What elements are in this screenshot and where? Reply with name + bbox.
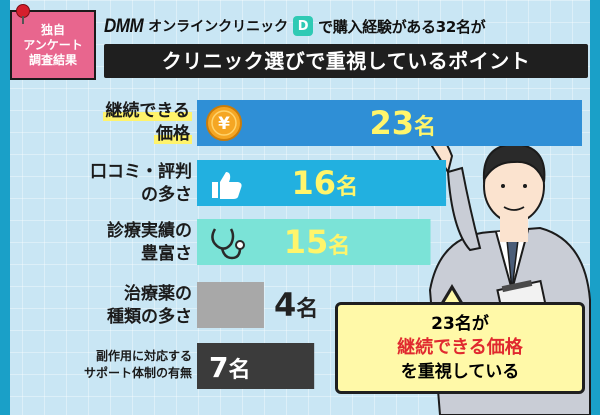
right-stripe [590,0,600,415]
row-label-line: 価格 [154,124,192,144]
bar-value-label: 4名 [274,286,318,324]
brand-d-icon: D [293,16,314,36]
value-unit: 名 [296,296,318,322]
value-unit: 名 [336,174,358,200]
bubble-line: を重視している [400,362,520,382]
thumbs-up-icon [212,172,242,199]
bar-value-label: 15名 [284,223,351,261]
row-label-line: サポート体制の有無 [83,366,192,380]
speech-bubble: 23名が 継続できる価格 を重視している [335,302,585,394]
row-label-line: 豊富さ [141,244,192,264]
bar-4 [197,343,315,389]
bar-value-label: 7名 [209,351,251,384]
brand-name: オンラインクリニック [148,19,289,35]
stethoscope-head [235,240,245,250]
row-label-variety: 治療薬の 種類の多さ [12,283,192,329]
page-title: クリニック選びで重視しているポイント [104,44,588,78]
value-number: 16 [292,164,337,202]
value-unit: 名 [228,357,250,383]
bar-value-label: 16名 [292,164,359,202]
yen-coin-ring [211,110,237,136]
row-label-line: の多さ [141,185,192,205]
header-subtitle: で購入経験がある32名が [318,17,486,36]
row-label-reviews: 口コミ・評判 の多さ [12,161,192,207]
value-number: 23 [370,104,415,142]
pushpin-icon [16,4,30,24]
value-number: 15 [284,223,329,261]
row-label-line: 継続できる [103,101,192,121]
row-label-line: 診療実績の [107,221,192,241]
stethoscope-icon [211,228,242,260]
bar-value-label: 23名 [370,104,437,142]
value-unit: 名 [414,114,436,140]
row-label-support: 副作用に対応する サポート体制の有無 [12,348,192,382]
bar-3 [197,282,264,328]
value-number: 7 [209,351,228,384]
speech-bubble-tail-fill [443,290,461,305]
header-subtitle-row: DMM オンラインクリニック D で購入経験がある32名が [104,8,590,44]
value-unit: 名 [328,233,350,259]
left-stripe [0,0,10,415]
badge-line: 独自 [40,22,65,37]
bar-0 [197,100,582,146]
bubble-highlight-line: 継続できる価格 [397,337,523,358]
brand-logo-text: DMM [104,14,144,37]
row-label-medical: 診療実績の 豊富さ [12,220,192,266]
badge-line: アンケート [23,37,83,52]
bubble-line: 23名が [431,314,489,334]
row-label-line: 種類の多さ [107,307,192,327]
survey-badge: 独自 アンケート 調査結果 [10,10,96,80]
row-label-line: 口コミ・評判 [90,162,192,182]
badge-line: 調査結果 [28,52,77,67]
row-label-line: 副作用に対応する [95,349,192,363]
yen-symbol: ¥ [218,114,230,134]
row-label-line: 治療薬の [124,284,192,304]
row-label-price: 継続できる 価格 [12,100,192,146]
value-number: 4 [274,286,296,324]
